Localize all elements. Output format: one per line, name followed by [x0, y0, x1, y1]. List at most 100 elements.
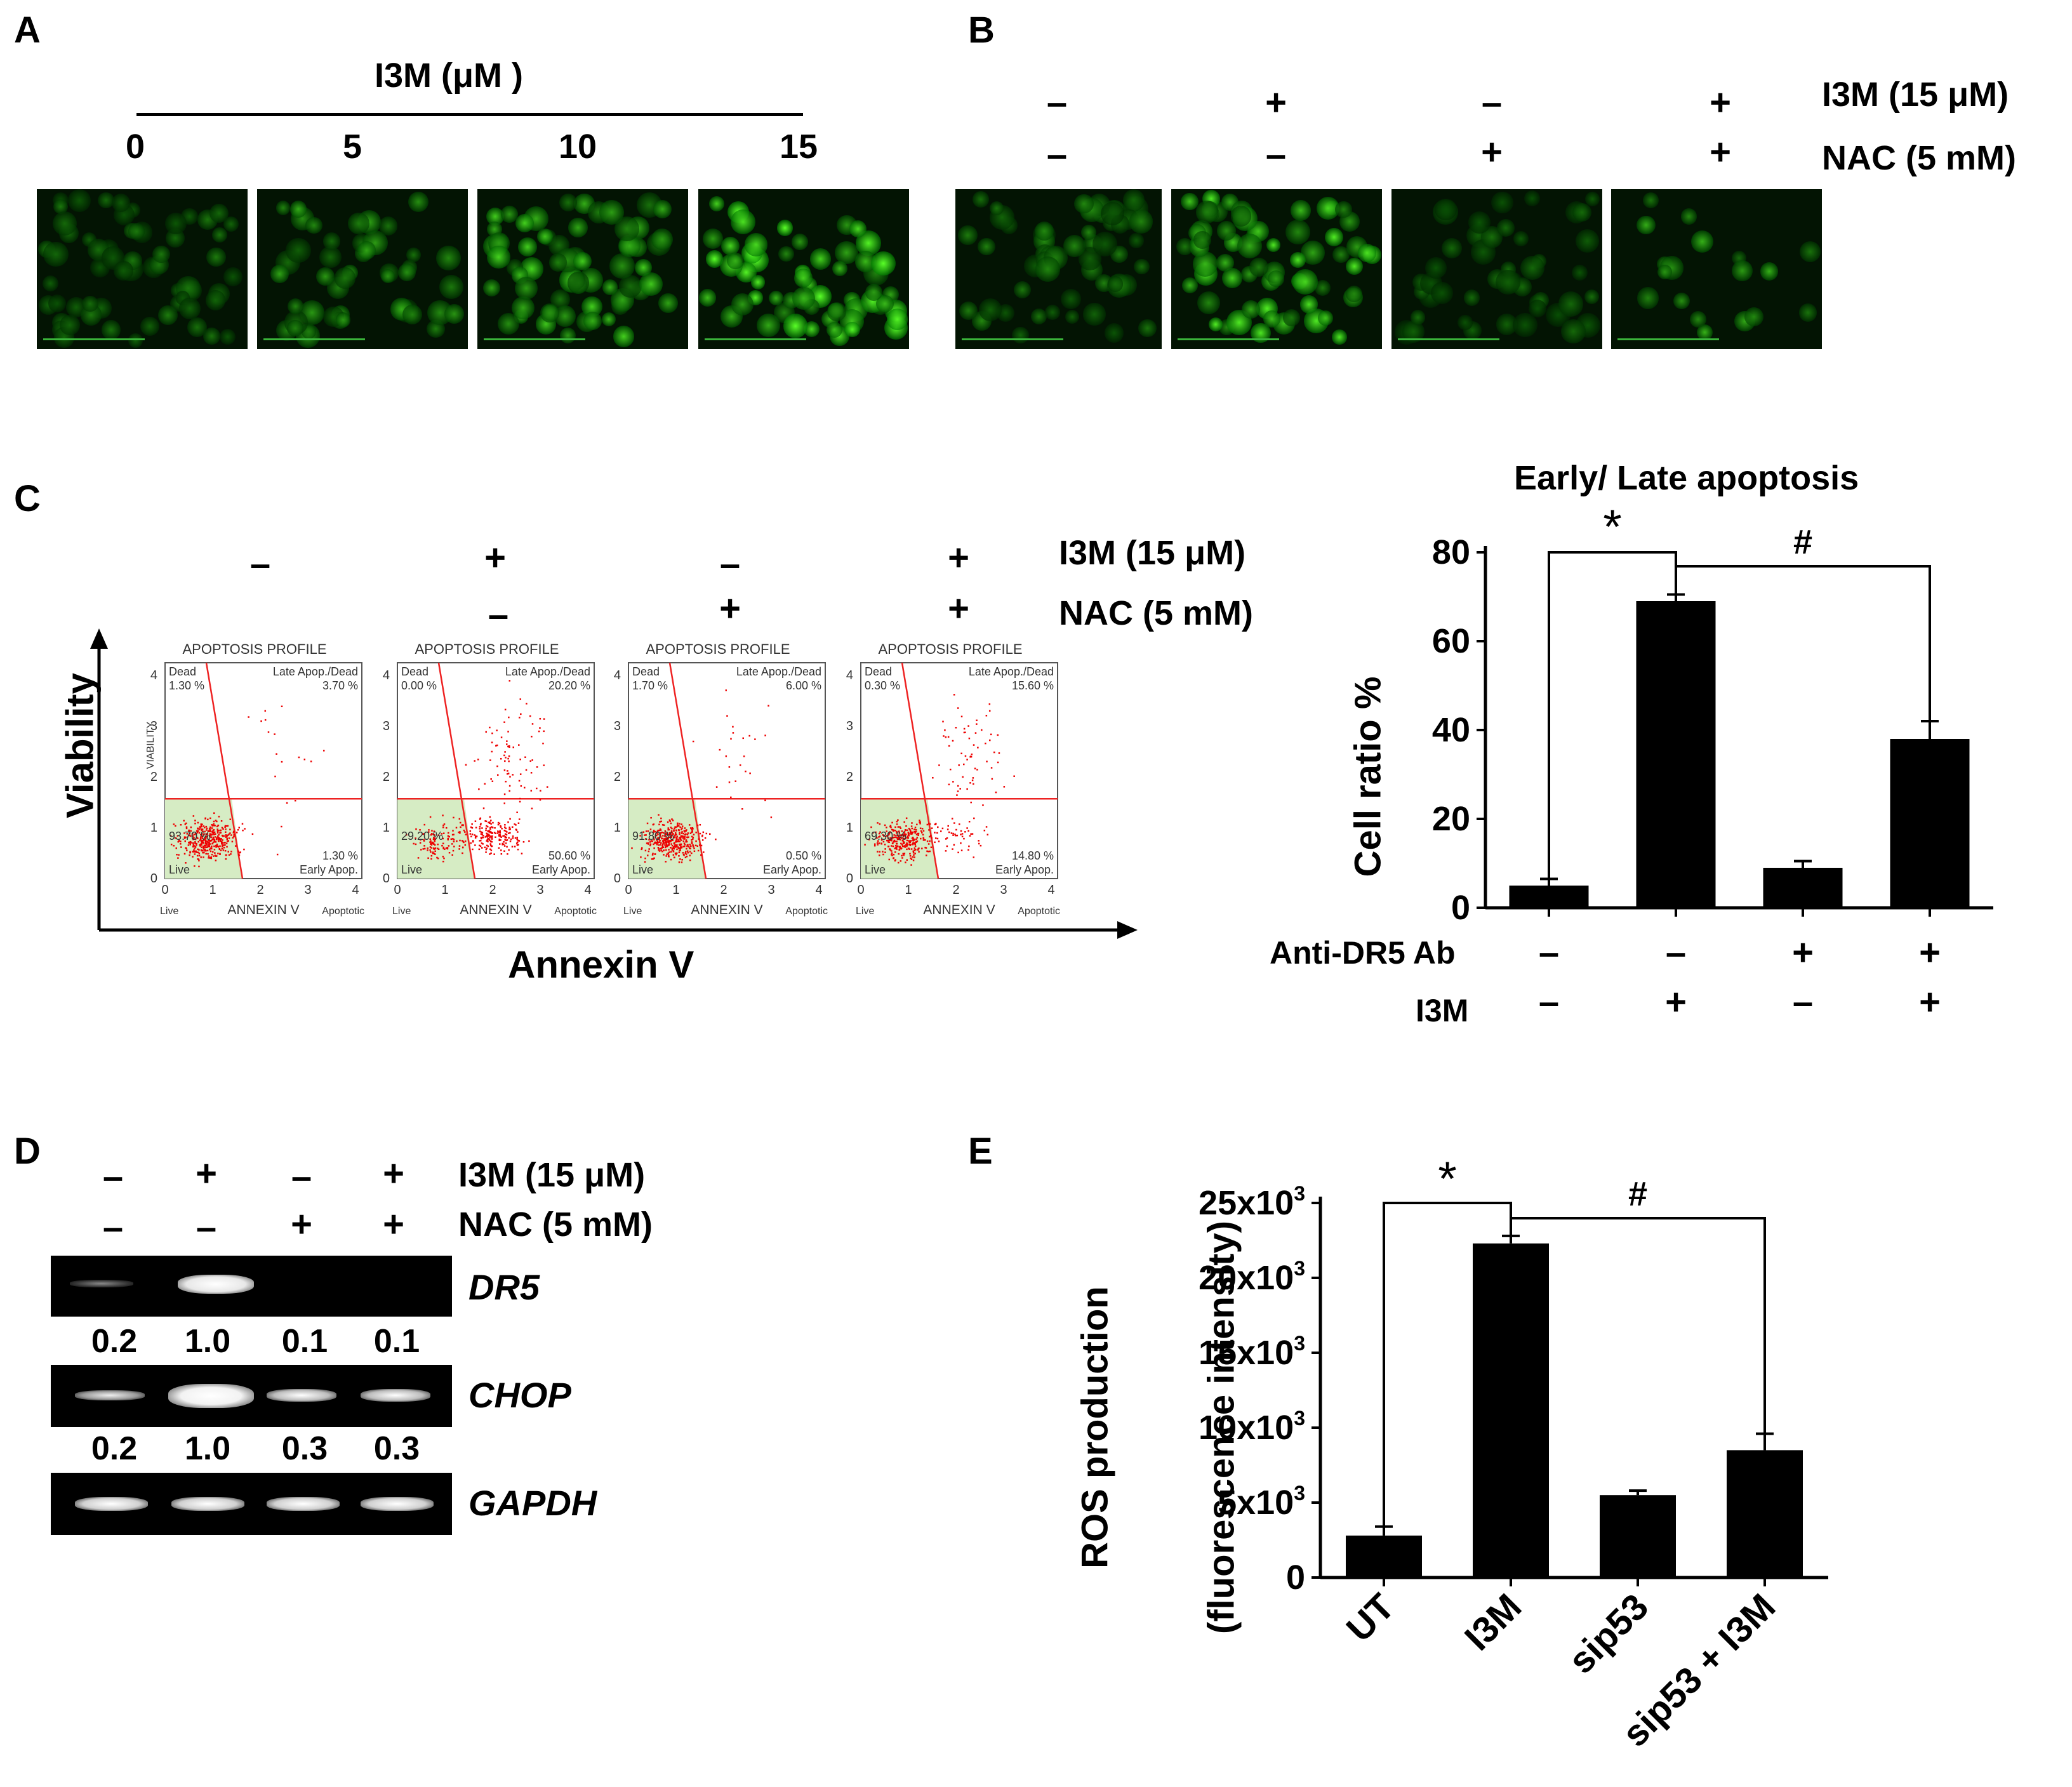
cell-spot [731, 209, 756, 235]
flow-event [904, 837, 906, 840]
flow-event [504, 833, 507, 835]
flow-event [660, 847, 661, 849]
flow-event [469, 830, 472, 832]
flow-xtick: 3 [304, 883, 311, 897]
flow-event [470, 842, 472, 844]
cell-spot [1011, 326, 1029, 344]
scale-bar [484, 338, 585, 340]
flow-event [481, 832, 484, 834]
flow-event [225, 835, 227, 837]
flow-event [897, 834, 900, 837]
flow-event [894, 860, 896, 862]
flow-event [423, 845, 425, 847]
flow-event [432, 847, 435, 849]
flow-event [701, 839, 704, 841]
flow-xlabel-right: Apoptotic [1018, 906, 1060, 917]
flow-event [973, 744, 975, 746]
flow-event [429, 816, 432, 818]
flow-event [481, 847, 483, 849]
flow-event [204, 848, 206, 851]
flow-event [225, 836, 227, 838]
panel-a-letter: A [14, 10, 41, 51]
flow-event [659, 828, 661, 830]
flow-event [475, 835, 477, 838]
flow-event [693, 834, 695, 835]
flow-event [886, 839, 888, 842]
cell-spot [1410, 310, 1426, 325]
flow-event [647, 854, 649, 856]
flow-event [303, 759, 306, 761]
cell-spot [1637, 287, 1659, 309]
flow-event [451, 854, 453, 856]
flow-event [674, 832, 677, 834]
flow-event [957, 785, 959, 787]
flow-event [884, 824, 886, 827]
flow-event [670, 827, 672, 828]
cell-spot [402, 304, 423, 325]
flow-event [653, 837, 655, 839]
flow-event [506, 839, 508, 841]
flow-event [677, 824, 679, 826]
flow-event [734, 780, 736, 782]
flow-event [665, 843, 668, 846]
flow-event [225, 858, 227, 860]
cell-spot [698, 289, 717, 307]
flow-event [953, 822, 955, 824]
flow-event [228, 837, 230, 839]
cell-spot [827, 302, 847, 322]
flow-event [505, 834, 508, 836]
flow-event [910, 858, 913, 860]
flow-event [210, 836, 213, 838]
flow-event [186, 833, 189, 835]
cell-spot [1129, 209, 1153, 234]
flow-event [934, 837, 937, 839]
flow-event [955, 726, 957, 729]
flow-event [912, 837, 914, 839]
flow-event [529, 715, 531, 717]
flow-v-gate [901, 662, 940, 879]
flow-event [213, 829, 215, 831]
flow-event [504, 839, 506, 841]
chop-value-2: 1.0 [184, 1430, 231, 1467]
flow-event [214, 825, 216, 827]
flow-event [649, 844, 651, 847]
flow-event [490, 831, 492, 834]
flow-event [686, 829, 687, 831]
flow-event [207, 818, 209, 821]
flow-event [893, 836, 896, 839]
flow-event [504, 708, 507, 711]
flow-ytick: 1 [846, 821, 853, 835]
flow-xtick: 3 [536, 883, 543, 897]
flow-event [447, 837, 449, 840]
flow-event [908, 827, 910, 830]
flow-event [748, 734, 750, 737]
cell-spot [832, 261, 847, 277]
flow-event [504, 760, 506, 762]
flow-event [486, 847, 488, 849]
flow-event [543, 730, 545, 733]
flow-event [894, 847, 896, 849]
flow-event [481, 842, 483, 844]
flow-event [938, 764, 940, 766]
flow-title: APOPTOSIS PROFILE [646, 641, 790, 657]
flow-event [203, 844, 206, 847]
flow-event [539, 717, 541, 720]
cell-spot [1691, 230, 1714, 253]
flow-event [659, 834, 661, 837]
flow-event [666, 853, 668, 855]
flow-ylabel: VIABILITY [145, 721, 156, 769]
flow-event [657, 847, 660, 849]
flow-event [675, 838, 677, 840]
flow-event [195, 850, 197, 853]
flow-event [653, 839, 655, 840]
flow-event [888, 858, 891, 861]
flow-xtick: 0 [161, 883, 168, 897]
flow-ytick: 1 [614, 821, 621, 835]
flow-event [192, 844, 195, 846]
flow-event [500, 757, 502, 760]
flow-event [912, 844, 914, 846]
flow-event [890, 839, 893, 842]
flow-event [651, 854, 654, 856]
flow-event [678, 829, 680, 832]
flow-event [442, 846, 444, 849]
